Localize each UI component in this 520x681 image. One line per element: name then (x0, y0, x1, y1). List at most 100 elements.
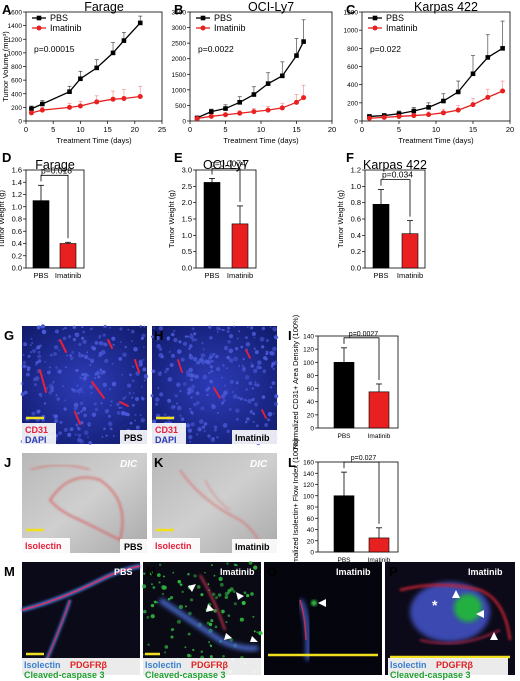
speckle (191, 384, 196, 389)
data-point (110, 96, 116, 102)
speckle (241, 364, 244, 367)
speckle (269, 326, 272, 329)
legend-marker (36, 15, 42, 21)
speckle (151, 583, 153, 586)
speckle (221, 609, 225, 614)
legend-marker (200, 15, 206, 21)
stain-dapi-h: DAPI (155, 435, 177, 445)
micrograph-h (150, 325, 279, 446)
speckle (188, 372, 193, 378)
speckle (193, 574, 197, 578)
x-tick-label: Imatinib (368, 557, 391, 564)
x-tick-label: 0 (360, 125, 364, 134)
speckle (203, 430, 206, 433)
speckle (198, 357, 204, 363)
speckle (42, 329, 45, 332)
speckle (164, 370, 168, 374)
series-imatinib (28, 85, 143, 116)
speckle (126, 383, 132, 388)
x-tick-label: 20 (131, 125, 139, 134)
speckle (242, 357, 245, 361)
speckle (90, 327, 93, 331)
legend-marker (372, 25, 378, 31)
data-point (265, 107, 271, 113)
legend-marker (200, 25, 206, 31)
speckle (64, 399, 67, 402)
scale-bars (26, 416, 510, 659)
p-value: p=0.018 (41, 165, 72, 175)
speckle (202, 374, 208, 380)
speckle (154, 397, 160, 402)
data-point (194, 116, 200, 122)
data-point (39, 107, 45, 113)
speckle (40, 324, 46, 329)
speckle (122, 396, 126, 401)
speckle (77, 433, 82, 438)
speckle (67, 335, 72, 339)
speckle (44, 361, 47, 363)
speckle (91, 412, 97, 417)
speckle (267, 418, 271, 422)
speckle (188, 353, 192, 357)
speckle (79, 376, 83, 380)
speckle (253, 336, 256, 339)
speckle (204, 571, 206, 574)
y-tick-label: 0.0 (12, 264, 22, 273)
speckle (170, 635, 174, 639)
speckle (69, 427, 74, 432)
speckle (81, 372, 85, 376)
speckle (216, 331, 219, 333)
speckle (119, 327, 123, 331)
speckle (83, 430, 89, 436)
speckle (176, 405, 182, 411)
speckle (37, 409, 41, 414)
line-chart-b: 0 5 10 15 20 0 500 1000 1500 2000 2500 3000 3500 Trea… (172, 0, 337, 145)
speckle (272, 346, 277, 352)
p-value: p=0.027 (351, 455, 377, 462)
speckle (213, 425, 218, 429)
speckle (156, 343, 161, 349)
panel-letter: F (346, 150, 354, 165)
speckle (129, 421, 133, 425)
speckle (89, 384, 94, 389)
speckle (135, 425, 140, 430)
speckle (213, 352, 216, 356)
speckle (238, 364, 241, 367)
speckle (200, 406, 205, 411)
speckle (216, 326, 220, 331)
speckle (235, 417, 239, 421)
speckle (261, 326, 266, 331)
speckle (38, 392, 42, 397)
speckle (223, 345, 229, 351)
y-tick-label: 1.6 (12, 166, 22, 175)
legend-marker (372, 15, 378, 21)
y-tick-label: 400 (11, 91, 22, 98)
speckle (167, 597, 171, 601)
y-tick-label: 600 (11, 78, 22, 85)
speckle (217, 593, 222, 597)
speckle (57, 443, 60, 445)
speckle (248, 381, 253, 386)
speckle (222, 364, 225, 367)
speckle (187, 428, 192, 433)
significance-bracket (343, 337, 380, 380)
speckle (247, 398, 252, 404)
speckle (142, 609, 147, 614)
condition-n: Imatinib (220, 567, 255, 577)
speckle (58, 349, 60, 352)
speckle (176, 619, 181, 624)
speckle (173, 337, 178, 343)
speckle (23, 390, 28, 395)
series-line (369, 47, 503, 118)
speckle (200, 593, 204, 597)
y-tick-label: 100 (303, 360, 314, 367)
stain-isolectin-p: Isolectin (390, 660, 427, 670)
speckle (200, 650, 204, 653)
y-tick-label: 0.0 (182, 264, 192, 273)
speckle (272, 326, 277, 332)
speckle (252, 412, 256, 416)
speckle (210, 437, 216, 443)
speckle (159, 371, 162, 374)
speckle (209, 644, 212, 646)
data-point (455, 107, 461, 113)
